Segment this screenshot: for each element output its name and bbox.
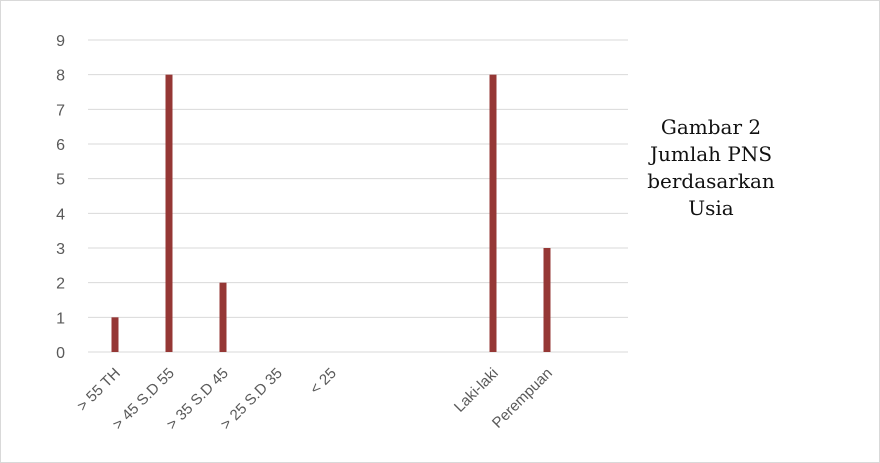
side-title-line: Jumlah PNS bbox=[649, 142, 773, 166]
x-category-label: < 25 bbox=[307, 365, 340, 398]
bar bbox=[165, 74, 173, 353]
y-tick-label: 0 bbox=[56, 345, 65, 362]
x-category-label: Laki-laki bbox=[451, 365, 502, 416]
y-tick-label: 6 bbox=[56, 137, 65, 154]
bar bbox=[543, 248, 551, 352]
bar bbox=[111, 317, 119, 352]
y-tick-label: 3 bbox=[56, 241, 65, 258]
bars bbox=[111, 74, 551, 353]
y-tick-label: 2 bbox=[56, 276, 65, 293]
y-tick-label: 8 bbox=[56, 68, 65, 85]
side-title-line: Gambar 2 bbox=[660, 115, 762, 139]
gridlines bbox=[88, 39, 628, 353]
y-axis-ticks: 0 1 2 3 4 5 6 7 8 9 bbox=[56, 33, 65, 362]
side-title: Gambar 2 Jumlah PNS berdasarkan Usia bbox=[611, 114, 811, 222]
y-tick-label: 9 bbox=[56, 33, 65, 50]
y-tick-label: 4 bbox=[56, 206, 65, 223]
bar bbox=[219, 282, 227, 352]
x-axis-labels: > 55 TH> 45 S.D 55> 35 S.D 45> 25 S.D 35… bbox=[74, 365, 556, 433]
side-title-line: berdasarkan bbox=[647, 169, 775, 193]
y-tick-label: 1 bbox=[56, 310, 65, 327]
y-tick-label: 5 bbox=[56, 172, 65, 189]
x-category-label: > 55 TH bbox=[74, 365, 124, 415]
bar bbox=[489, 74, 497, 353]
side-title-line: Usia bbox=[688, 196, 734, 220]
y-tick-label: 7 bbox=[56, 102, 65, 119]
